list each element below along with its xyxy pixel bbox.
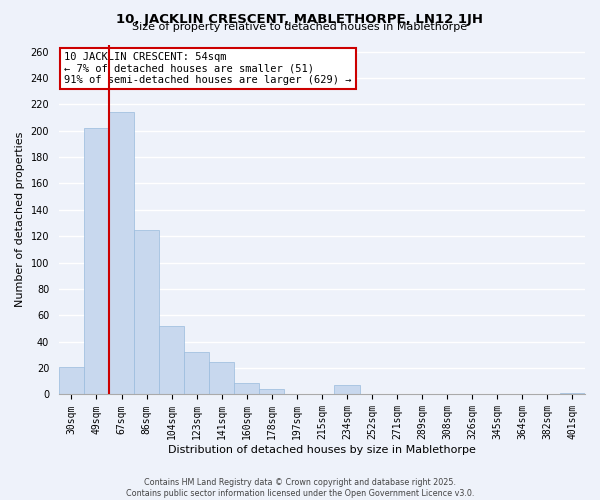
Bar (84, 128, 109, 394)
Text: Size of property relative to detached houses in Mablethorpe: Size of property relative to detached ho… (133, 22, 467, 32)
Bar (159, 326, 184, 394)
Text: 10, JACKLIN CRESCENT, MABLETHORPE, LN12 1JH: 10, JACKLIN CRESCENT, MABLETHORPE, LN12 … (116, 12, 484, 26)
Bar (109, 112, 134, 394)
Bar (259, 389, 284, 394)
Text: Contains HM Land Registry data © Crown copyright and database right 2025.
Contai: Contains HM Land Registry data © Crown c… (126, 478, 474, 498)
Text: 10 JACKLIN CRESCENT: 54sqm
← 7% of detached houses are smaller (51)
91% of semi-: 10 JACKLIN CRESCENT: 54sqm ← 7% of detac… (64, 52, 352, 85)
Bar (59, 367, 84, 394)
X-axis label: Distribution of detached houses by size in Mablethorpe: Distribution of detached houses by size … (168, 445, 476, 455)
Bar (184, 352, 209, 395)
Bar (209, 362, 234, 394)
Bar (134, 230, 159, 394)
Y-axis label: Number of detached properties: Number of detached properties (15, 132, 25, 308)
Bar (334, 385, 359, 394)
Bar (234, 382, 259, 394)
Bar (560, 393, 585, 394)
